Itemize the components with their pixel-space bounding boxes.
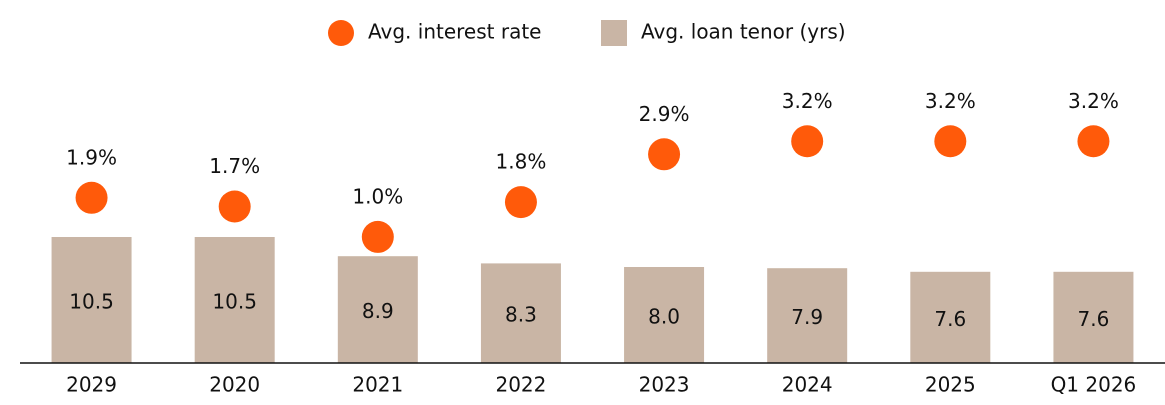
bar bbox=[337, 256, 418, 363]
dot-value-label: 3.2% bbox=[782, 89, 833, 113]
bar bbox=[624, 267, 705, 363]
dot-value-label: 3.2% bbox=[1068, 89, 1119, 113]
bar-value-label: 8.3 bbox=[505, 303, 537, 327]
x-tick-label: 2025 bbox=[925, 373, 976, 397]
bar-value-label: 8.9 bbox=[362, 299, 394, 323]
legend-label: Avg. loan tenor (yrs) bbox=[641, 20, 846, 44]
x-tick-label: 2021 bbox=[352, 373, 403, 397]
dot bbox=[1077, 125, 1110, 158]
dot-value-label: 1.7% bbox=[209, 154, 260, 178]
bar bbox=[910, 271, 991, 363]
legend-marker bbox=[328, 20, 354, 46]
bar-value-label: 10.5 bbox=[69, 290, 114, 314]
dot-value-label: 1.9% bbox=[66, 145, 117, 169]
x-tick-label: 2029 bbox=[66, 373, 117, 397]
dot bbox=[361, 220, 394, 253]
bar bbox=[194, 237, 275, 363]
dot-value-label: 3.2% bbox=[925, 89, 976, 113]
bar-value-label: 8.0 bbox=[648, 305, 680, 329]
x-tick-label: 2023 bbox=[639, 373, 690, 397]
dot bbox=[648, 138, 681, 171]
dot-value-label: 1.0% bbox=[352, 184, 403, 208]
bar-value-label: 7.9 bbox=[791, 305, 823, 329]
bar bbox=[1053, 271, 1134, 363]
x-tick-label: 2020 bbox=[209, 373, 260, 397]
x-tick-label: 2022 bbox=[495, 373, 546, 397]
dot bbox=[504, 186, 537, 219]
bar bbox=[767, 268, 848, 363]
legend-label: Avg. interest rate bbox=[368, 20, 541, 44]
dot bbox=[75, 181, 108, 214]
dot-value-label: 1.8% bbox=[496, 150, 547, 174]
x-tick-label: Q1 2026 bbox=[1051, 373, 1137, 397]
dot bbox=[218, 190, 251, 223]
dot bbox=[934, 125, 967, 158]
bar bbox=[51, 237, 132, 363]
bar-value-label: 7.6 bbox=[934, 307, 966, 331]
x-tick-label: 2024 bbox=[782, 373, 833, 397]
dot bbox=[791, 125, 824, 158]
bar-value-label: 7.6 bbox=[1078, 307, 1110, 331]
bar bbox=[480, 263, 561, 363]
dot-value-label: 2.9% bbox=[639, 102, 690, 126]
legend-marker bbox=[601, 20, 627, 46]
bar-value-label: 10.5 bbox=[212, 290, 257, 314]
